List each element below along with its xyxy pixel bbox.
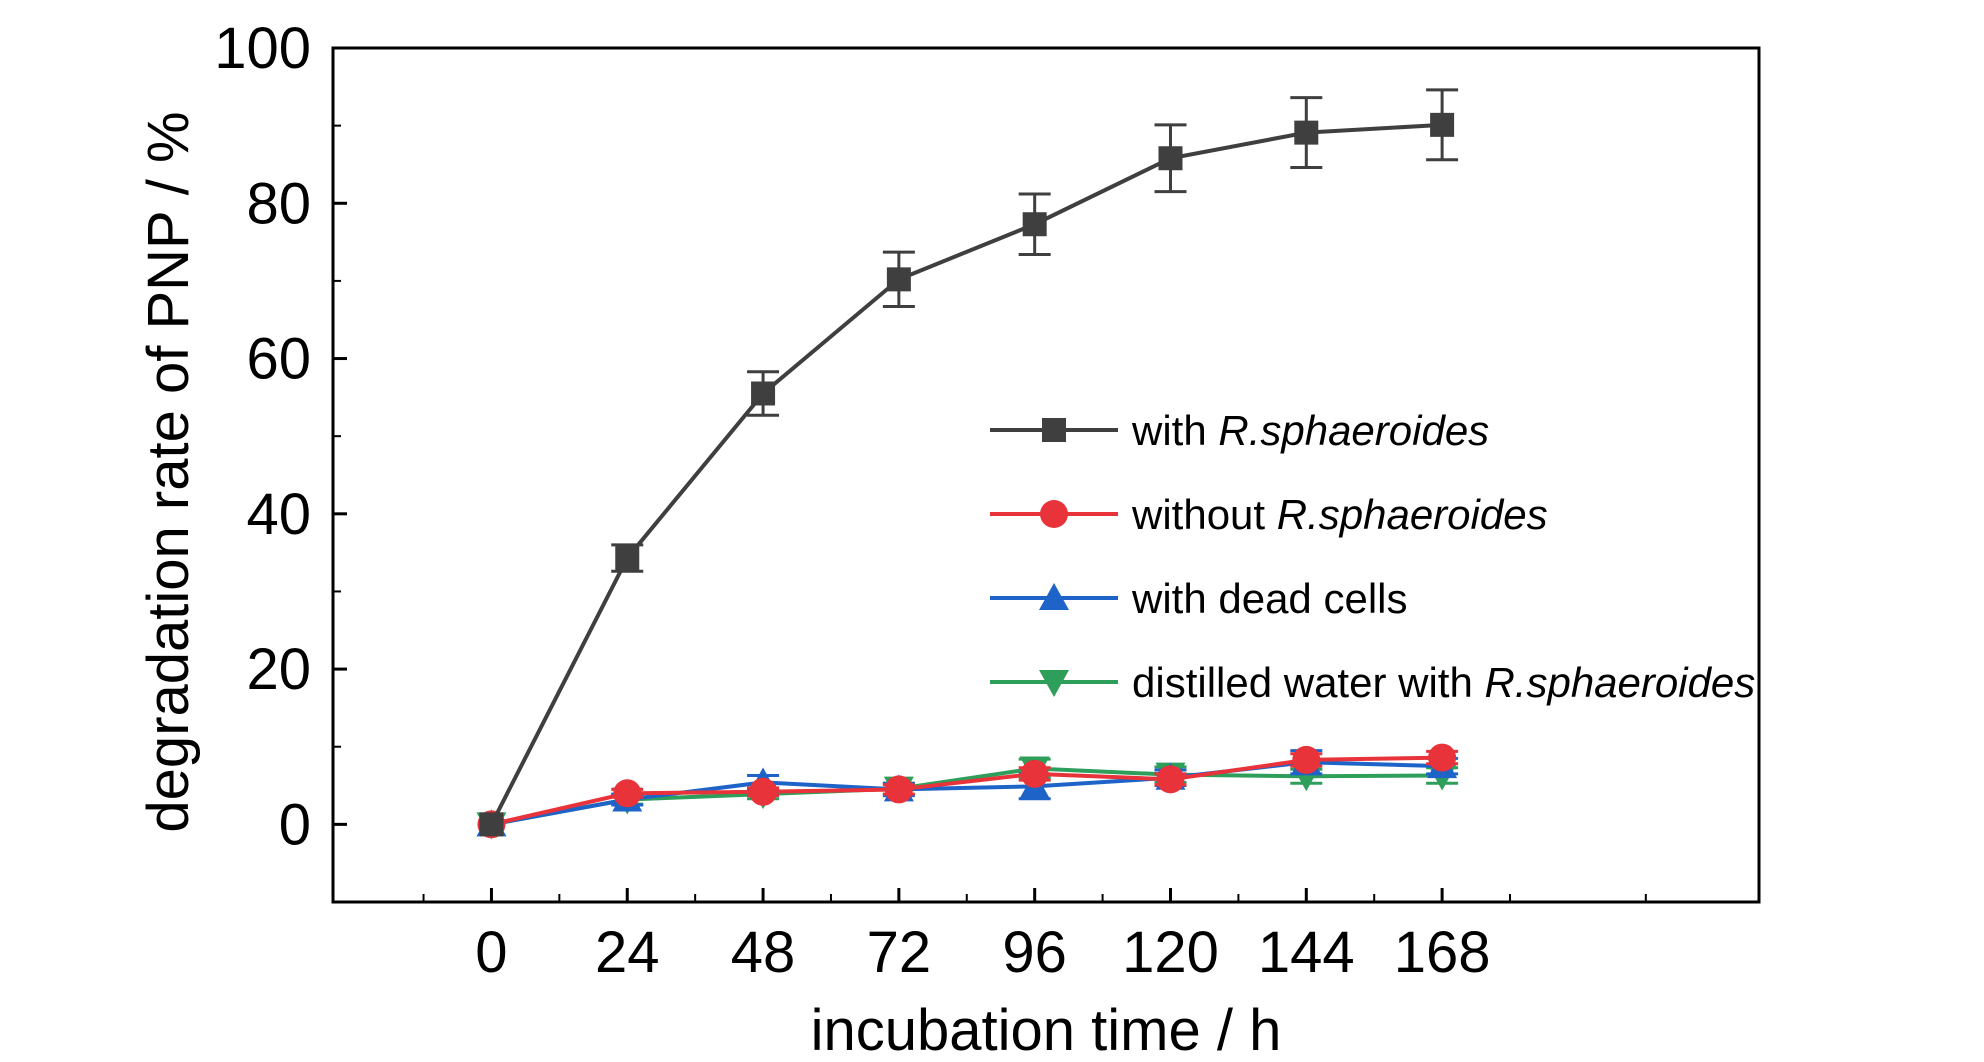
series-circle	[477, 743, 1459, 839]
x-tick-label: 48	[731, 920, 796, 985]
data-point	[1020, 759, 1049, 788]
legend-label: distilled water with R.sphaeroides	[1132, 659, 1755, 706]
plot-frame-group	[331, 46, 1761, 904]
data-point	[615, 546, 640, 571]
series-line	[490, 755, 1443, 827]
data-point	[749, 777, 778, 806]
data-point	[613, 779, 642, 808]
data-point	[1156, 765, 1185, 794]
data-point	[751, 381, 776, 406]
y-tick-label: 80	[246, 171, 311, 236]
series-line	[489, 122, 1443, 826]
y-tick-label: 0	[279, 792, 311, 857]
data-point	[884, 775, 913, 804]
y-axis-title: degradation rate of PNP / %	[136, 111, 201, 832]
x-tick-label: 24	[595, 920, 660, 985]
y-tick-label: 100	[214, 16, 311, 81]
legend-label: with R.sphaeroides	[1131, 407, 1489, 454]
x-tick-label: 168	[1394, 920, 1491, 985]
data-point	[1022, 212, 1047, 237]
legend-marker	[1039, 670, 1069, 697]
data-point	[1158, 146, 1183, 171]
data-point	[479, 812, 504, 837]
data-point	[1428, 743, 1457, 772]
data-point	[886, 267, 911, 292]
data-point	[1292, 745, 1321, 774]
x-tick-label: 96	[1002, 920, 1067, 985]
x-axis-title: incubation time / h	[811, 998, 1282, 1062]
x-tick-label: 0	[475, 920, 507, 985]
axis-ticks	[333, 46, 1647, 902]
x-tick-label: 120	[1122, 920, 1219, 985]
legend-marker	[1042, 418, 1066, 442]
legend-marker	[1040, 500, 1068, 528]
data-point	[1294, 120, 1319, 145]
y-tick-label: 20	[246, 637, 311, 702]
data-point	[1430, 112, 1455, 137]
y-tick-label: 60	[246, 327, 311, 392]
tick-labels: 0 24 48 72 96 120 144 168 0 20 40 60 80 100	[214, 16, 1490, 985]
series-square	[479, 88, 1459, 837]
series-layer	[476, 88, 1459, 840]
x-tick-label: 72	[867, 920, 932, 985]
legend-label: with dead cells	[1131, 575, 1407, 622]
plot-frame	[331, 46, 1761, 904]
legend-label: without R.sphaeroides	[1131, 491, 1548, 538]
y-tick-label: 40	[246, 482, 311, 547]
legend-marker	[1039, 583, 1069, 610]
legend: with R.sphaeroides without R.sphaeroides w…	[990, 407, 1755, 706]
x-tick-label: 144	[1258, 920, 1355, 985]
